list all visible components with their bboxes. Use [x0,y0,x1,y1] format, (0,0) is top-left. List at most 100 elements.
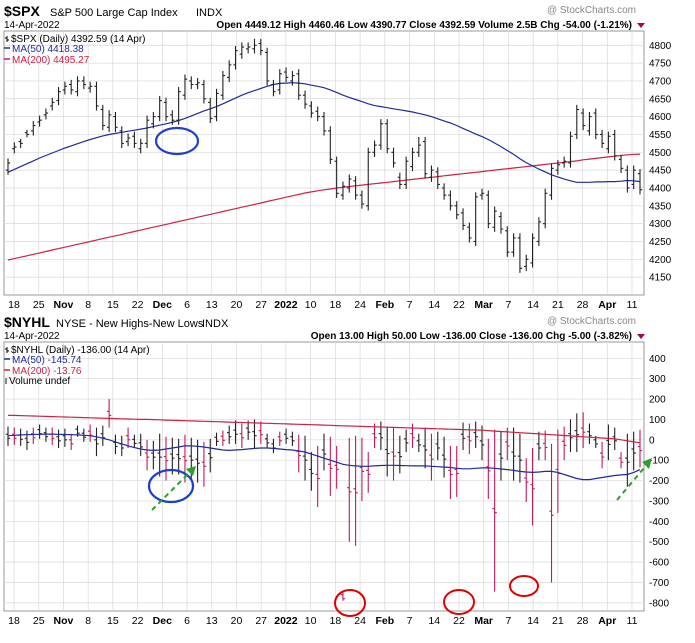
hl-bar [321,433,327,471]
hl-bar [144,439,150,471]
price-bar [441,183,447,200]
price-bar [227,60,232,83]
x-tick-label: 24 [354,615,366,627]
x-tick-label: 8 [85,299,91,311]
hl-bar [340,592,346,601]
x-tick-label: 10 [305,615,317,627]
price-bar [416,136,421,157]
hl-bar [157,433,162,477]
y-tick-label: -400 [649,517,669,528]
price-bar [422,136,428,179]
price-bar [201,79,207,104]
price-bar [271,79,276,97]
spx-legend-ma50: MA(50) 4418.38 [4,44,84,55]
price-bar [568,131,573,168]
price-bar [176,87,181,125]
price-bar [574,104,579,140]
nyhl-chg-down-triangle-icon [637,334,645,339]
price-bar [208,97,213,124]
hl-bar [201,441,207,487]
x-tick-label: Dec [153,299,172,311]
hl-bar [227,425,232,444]
hl-bar [176,438,181,475]
nyhl-plot-area [3,341,645,612]
price-bar [94,81,99,111]
hl-bar [353,435,358,546]
y-tick-label: 4250 [649,237,672,248]
nyhl-header: $NYHL NYSE - New Highs-New Lows INDX @ S… [4,314,645,342]
annotation-arrow-apr [616,458,652,501]
price-bar [517,233,523,273]
spx-legend-ma50-label: MA(50) 4418.38 [12,44,84,55]
x-tick-label: 28 [577,615,589,627]
y-tick-label: 4450 [649,166,672,177]
nyhl-legend-ma200-label: MA(200) -13.76 [12,366,82,377]
price-bar [536,217,542,247]
x-tick-label: 22 [132,299,144,311]
price-bar [334,156,339,198]
price-bar [5,158,11,175]
price-bar [580,108,586,131]
nyhl-symbol: $NYHL [4,314,50,330]
hl-bar [467,423,472,455]
date-axis-bottom: 18 25 Nov 8 15 22 Dec 6 13 20 27 2022 10 18 24 Feb 7 14 22… [8,615,637,627]
hl-bar [94,427,99,457]
price-bar [43,108,49,120]
price-bar [144,115,150,149]
price-bar [170,110,175,125]
hl-bar [429,433,434,481]
hl-bar [473,421,478,448]
nyhl-date: 14-Apr-2022 [4,331,60,342]
hl-bar [397,435,403,474]
y-tick-label: 4400 [649,183,672,194]
nyhl-y-axis: 400 300 200 100 0 -100 -200 -300 -400 -500 -600 -70… [649,354,669,610]
price-bar [618,154,624,173]
price-bar [233,45,238,70]
hl-bar [290,431,295,446]
nyhl-legend-volume: Volume undef [5,376,70,387]
x-tick-label: 14 [428,615,440,627]
hl-bar [448,445,453,499]
annotation-circle-red [509,575,539,597]
price-bar [220,70,226,100]
y-tick-label: 4200 [649,255,672,266]
price-bar [283,67,289,83]
price-bar [106,110,112,132]
nyhl-legend-ma50-label: MA(50) -145.74 [12,355,82,366]
price-bar [366,147,371,211]
y-tick-label: -500 [649,537,669,548]
nyhl-legend-price-label: $NYHL (Daily) -136.00 (14 Apr) [11,345,150,356]
price-bar [460,208,466,231]
price-bar [378,119,384,150]
x-tick-label: 18 [8,299,20,311]
spx-panel: 4150 4200 4250 4300 4350 4400 4450 4500 4550 4600… [3,30,672,296]
hl-bar [106,399,112,428]
price-bar [479,188,485,200]
hl-bar [366,452,371,493]
price-bar [328,126,333,165]
x-tick-label: 25 [33,299,45,311]
spx-quote: Open 4449.12 High 4460.46 Low 4390.77 Cl… [216,20,632,31]
price-bar [18,138,23,149]
hl-bar [561,426,567,461]
price-bar [359,190,365,209]
hl-bar [574,413,579,453]
price-bar [258,38,263,56]
spx-price-bars [5,38,643,273]
hl-bar [56,429,61,448]
x-tick-label: 27 [255,299,267,311]
x-tick-label: 7 [407,615,413,627]
y-tick-label: 300 [649,374,666,385]
price-bar [100,104,105,131]
x-tick-label: 10 [305,299,317,311]
hl-bar [599,441,605,469]
spx-name: S&P 500 Large Cap Index [50,7,178,19]
price-bar [385,119,390,154]
price-bar [454,201,459,220]
nyhl-legend-ma200: MA(200) -13.76 [4,366,82,377]
price-bar [637,169,643,195]
hl-bar [441,436,447,478]
hl-bar [170,437,175,475]
x-tick-label: 15 [107,615,119,627]
